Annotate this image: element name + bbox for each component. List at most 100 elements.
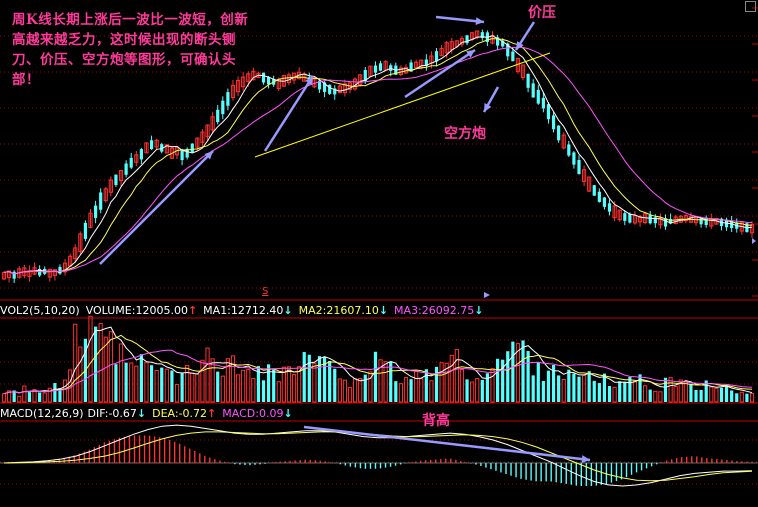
candle-body-up [108,179,113,193]
window-restore-button[interactable] [745,1,756,12]
candle-body-up [73,247,78,260]
candle-body-down [190,143,194,153]
volume-bar-down [149,365,154,402]
macd-dea-line [3,431,753,482]
candle-body-up [561,134,566,149]
volume-bar-down [506,351,510,402]
volume-bar-up [709,386,714,403]
macd-dea-arrow: ↑ [207,407,217,420]
candle-body-down [129,157,133,168]
volume-bar-up [246,369,251,403]
candle-body-down [495,37,500,46]
volume-bar-up [683,380,688,403]
volume-bar-up [276,381,281,403]
volume-bar-up [632,380,638,403]
volume-bar-up [749,392,755,403]
price-ma5-line [3,35,753,275]
volume-bar-down [465,379,469,402]
volume-bar-up [195,373,200,403]
jiaya-arrow-head [516,41,524,50]
candle-body-down [551,115,556,130]
volume-bar-up [378,359,383,403]
volume-bar-up [429,380,434,403]
divergence-arrow-head [581,455,590,463]
volume-bar-down [389,361,393,402]
volume-bar-up [174,383,180,403]
volume-bar-down [27,392,32,402]
volume-bar-down [745,393,749,402]
volume-bar-down [648,389,652,402]
candle-body-up [454,40,459,47]
volume-bar-down [572,373,576,402]
volume-bar-down [730,390,734,402]
volume-bar-down [124,362,128,402]
macd-indicator-name: MACD(12,26,9) [0,407,84,420]
volume-bar-up [714,387,719,403]
candle-body-up [134,154,139,163]
volume-bar-up [134,365,139,403]
candle-body-down [607,203,612,212]
volume-bar-down [53,383,57,402]
candle-body-down [628,213,632,223]
sell-marker: S [262,286,269,297]
volume-bar-up [342,379,348,403]
candle-body-down [333,88,337,95]
candle-body-down [322,82,327,92]
candle-body-down [663,218,668,227]
volume-bar-down [261,380,266,402]
volume-bar-up [353,378,358,403]
volume-bar-up [439,362,444,403]
volume-bar-down [719,387,724,402]
volume-bar-down [521,340,525,402]
volume-bar-up [403,377,409,403]
volume-bar-down [139,354,143,402]
candle-body-down [38,268,42,276]
volume-bar-down [689,383,693,402]
volume-bar-up [368,371,373,403]
candle-body-down [653,217,657,224]
candle-body-up [230,84,236,99]
candle-body-down [93,205,98,218]
candle-body-down [12,271,16,279]
candle-body-up [205,124,210,138]
candle-body-up [414,61,419,69]
candle-body-down [704,217,708,225]
volume-bar-down [480,379,484,402]
volume-bar-up [297,366,302,403]
candle-body-up [246,73,251,82]
macd-dif-arrow: ↓ [136,407,147,420]
volume-bar-up [561,379,566,403]
volume-bar-up [17,395,22,403]
volume-bar-up [6,390,12,403]
volume-bar-up [515,343,521,403]
volume-bar-down [328,360,332,402]
candle-body-up [235,80,241,93]
candle-body-down [317,80,322,90]
volume-bar-up [1,393,7,403]
candle-body-down [266,77,271,85]
volume-bar-up [235,374,241,403]
volume-ma3-arrow: ↓ [474,304,484,317]
volume-bar-up [739,391,744,403]
volume-bar-down [557,375,561,402]
volume-bar-down [567,369,571,402]
volume-bar-up [658,391,663,403]
candle-body-up [47,268,52,278]
volume-ma1-arrow: ↓ [283,304,293,317]
volume-bar-up [32,389,37,403]
scroll-marker-icon [484,292,490,298]
macd-dea: DEA:-0.72 [152,407,208,420]
volume-bar-up [144,362,149,403]
candle-body-down [648,215,652,224]
price-ma20-line [3,46,753,275]
volume-bar-up [190,372,195,403]
volume-bar-up [668,377,673,403]
candle-body-down [592,185,596,196]
volume-bar-down [180,373,184,402]
volume-bar-up [414,370,419,403]
macd-value: MACD:0.09 [222,407,284,420]
candle-body-up [337,85,342,94]
candle-body-down [531,83,535,98]
candle-body-up [164,144,169,154]
